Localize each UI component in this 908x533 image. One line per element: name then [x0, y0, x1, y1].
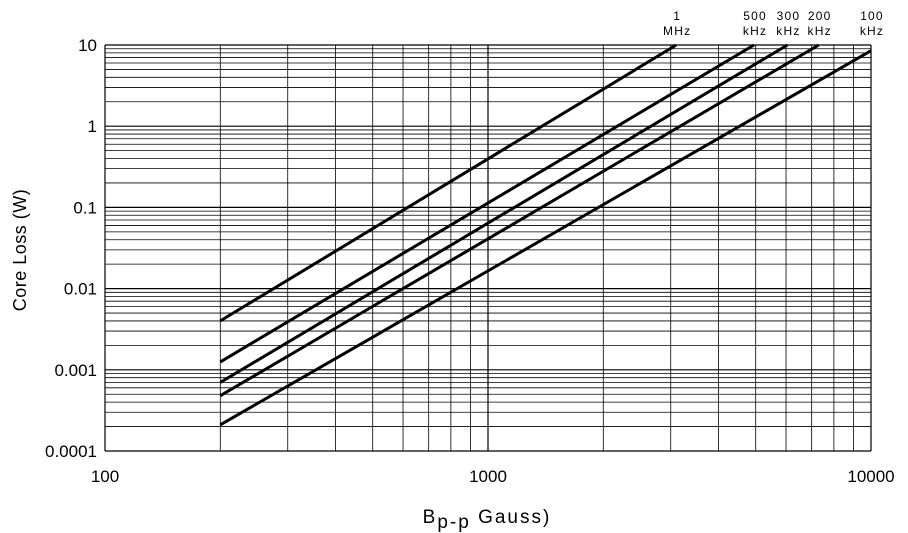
- series-label-line1: 100: [860, 9, 884, 23]
- y-axis-label: Core Loss (W): [10, 189, 30, 312]
- series-lines: [219, 43, 872, 427]
- y-tick-label: 0.01: [64, 280, 97, 299]
- series-line-0: [219, 43, 677, 323]
- y-tick-label: 0.0001: [45, 442, 97, 461]
- series-line-1: [219, 43, 755, 364]
- x-tick-label: 100: [91, 467, 119, 486]
- series-line-2: [219, 43, 789, 384]
- x-axis-label-rest: Gauss): [471, 507, 552, 528]
- x-tick-label: 10000: [847, 467, 894, 486]
- y-tick-label: 10: [78, 36, 97, 55]
- series-line-3: [219, 43, 820, 397]
- series-label-line2: MHz: [663, 24, 691, 38]
- grid-lines: [104, 44, 872, 452]
- y-tick-label: 0.1: [73, 198, 97, 217]
- series-label-line1: 300: [777, 9, 801, 23]
- series-label-line1: 200: [808, 9, 832, 23]
- series-label-line1: 500: [743, 9, 767, 23]
- x-axis-label-subscript: p-p: [437, 512, 470, 533]
- series-label-line2: kHz: [743, 24, 767, 38]
- x-tick-label: 1000: [469, 467, 507, 486]
- series-label-line2: kHz: [776, 24, 800, 38]
- tick-labels: 0.0001 0.001 0.01 0.1 1 10 100 1000 10000: [45, 36, 895, 486]
- series-line-4: [219, 49, 872, 427]
- series-label-line2: kHz: [808, 24, 832, 38]
- x-axis-label-main: B: [423, 507, 438, 528]
- series-label-line1: 1: [673, 9, 681, 23]
- y-tick-label: 1: [88, 117, 97, 136]
- y-tick-label: 0.001: [54, 361, 97, 380]
- x-axis-label: Bp-p Gauss): [423, 507, 552, 533]
- series-label-line2: kHz: [860, 24, 884, 38]
